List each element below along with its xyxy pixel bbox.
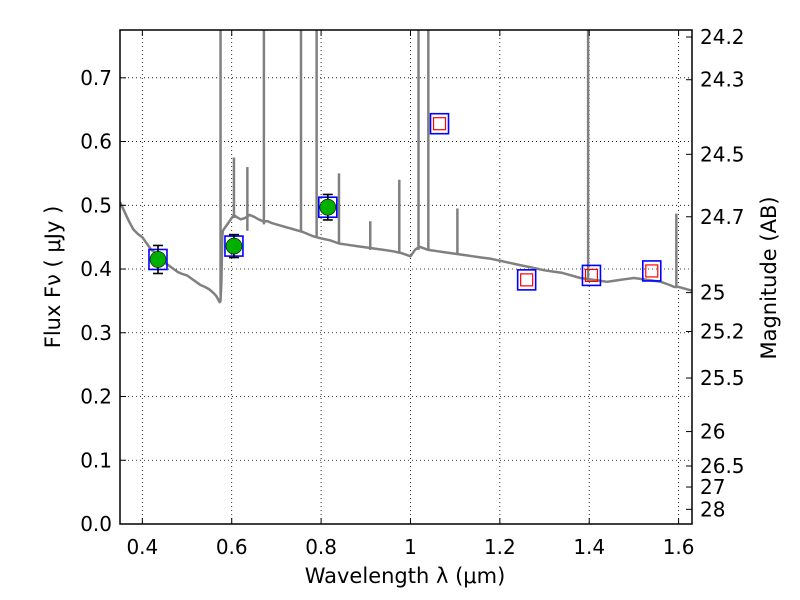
synthetic-photometry-square [429, 112, 450, 135]
x-tick-label: 1.4 [573, 535, 605, 559]
y2-tick-label: 26 [700, 420, 725, 444]
observed-point [319, 198, 337, 216]
y2-tick-label: 24.5 [700, 142, 745, 166]
y2-tick-label: 25 [700, 281, 725, 305]
x-tick-label: 0.4 [126, 535, 158, 559]
y2-tick-label: 26.5 [700, 454, 745, 478]
plot-frame [119, 29, 693, 525]
upper-limit-square [520, 273, 534, 287]
y-tick-label: 0.0 [80, 512, 112, 536]
y-tick-label: 0.5 [80, 193, 112, 217]
y-axis: 0.0 0.1 0.2 0.3 0.4 0.5 0.6 0.7 [80, 66, 126, 536]
synthetic-photometry-square [641, 260, 662, 282]
synthetic-photometry-square [581, 264, 602, 287]
y-tick-label: 0.6 [80, 130, 112, 154]
y2-tick-label: 25.5 [700, 366, 745, 390]
observed-point [149, 251, 167, 268]
upper-limit-square [645, 264, 659, 278]
y2-tick-label: 24.2 [700, 25, 745, 49]
upper-limit-square [432, 117, 447, 131]
y2-tick-label: 25.2 [700, 319, 745, 343]
y-tick-label: 0.3 [80, 321, 112, 345]
y-tick-label: 0.4 [80, 257, 112, 281]
y-tick-label: 0.1 [80, 448, 112, 472]
x-tick-label: 1.6 [663, 535, 695, 559]
x-tick-label: 1 [404, 535, 417, 559]
observed-point [225, 237, 243, 255]
y-tick-label: 0.7 [80, 66, 112, 90]
x-tick-label: 1.2 [484, 535, 516, 559]
y2-tick-label: 27 [700, 475, 725, 499]
y2-tick-label: 28 [700, 497, 725, 521]
y2-tick-label: 24.3 [700, 68, 745, 92]
x-tick-label: 0.8 [305, 535, 337, 559]
x-axis: 0.4 0.6 0.8 1 1.2 1.4 1.6 [126, 30, 695, 559]
spectrum-line [120, 201, 692, 304]
y2-tick-label: 24.7 [700, 205, 745, 229]
x-tick-label: 0.6 [216, 535, 248, 559]
y-tick-label: 0.2 [80, 385, 112, 409]
plot-area [120, 30, 692, 304]
upper-limit-square [584, 268, 599, 283]
grid [120, 30, 692, 525]
synthetic-photometry-square [516, 269, 537, 291]
x-axis-label: Wavelength λ (μm) [305, 564, 506, 588]
y2-axis-label: Magnitude (AB) [757, 196, 781, 359]
y-axis-label: Flux Fν ( μJy ) [41, 206, 65, 349]
